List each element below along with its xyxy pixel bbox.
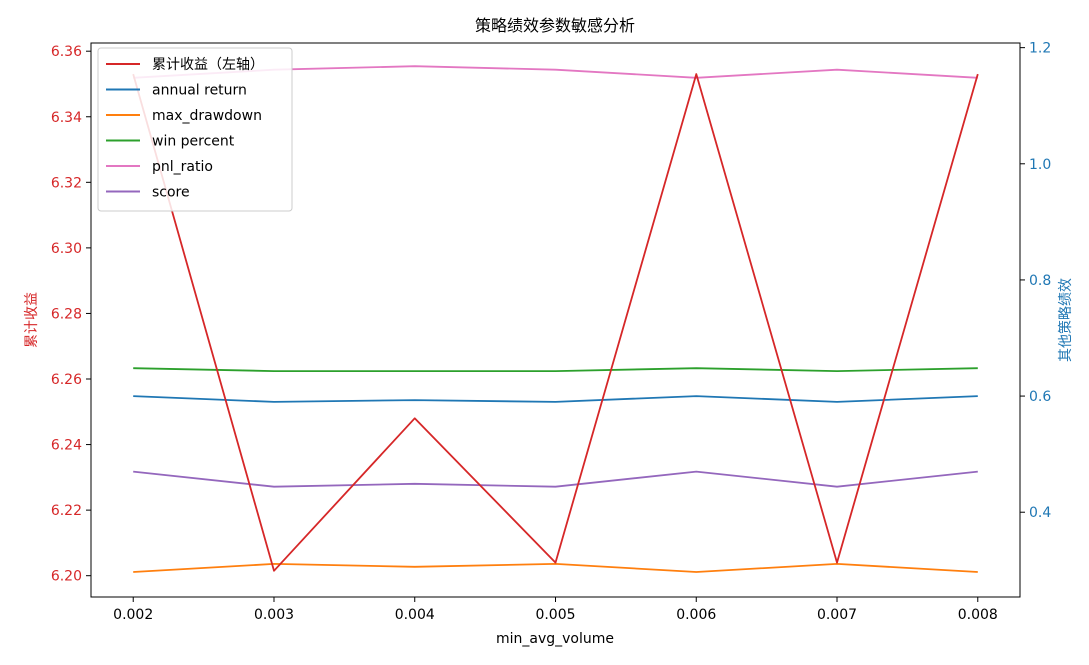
legend-label: 累计收益（左轴） — [152, 57, 264, 73]
x-tick-label: 0.007 — [817, 607, 857, 623]
left-tick-label: 6.34 — [51, 110, 82, 126]
x-tick-label: 0.006 — [676, 607, 716, 623]
series-line-win-percent — [133, 367, 978, 373]
x-tick-label: 0.004 — [395, 607, 435, 623]
x-tick-label: 0.005 — [535, 607, 575, 623]
x-tick-label: 0.002 — [113, 607, 153, 623]
legend-label: win percent — [152, 134, 235, 150]
legend-label: max_drawdown — [152, 108, 262, 124]
right-axis-label: 其他策略绩效 — [1057, 278, 1074, 362]
legend-label: annual return — [152, 83, 247, 99]
series-line-max-drawdown — [133, 563, 978, 573]
x-tick-label: 0.008 — [958, 607, 998, 623]
left-tick-label: 6.28 — [51, 306, 82, 322]
left-tick-label: 6.26 — [51, 372, 82, 388]
left-tick-label: 6.30 — [51, 241, 82, 257]
left-axis-label: 累计收益 — [24, 292, 40, 348]
x-axis-label: min_avg_volume — [496, 631, 614, 647]
right-tick-label: 1.2 — [1029, 41, 1051, 57]
right-tick-label: 0.4 — [1029, 505, 1051, 521]
right-tick-label: 0.6 — [1029, 389, 1051, 405]
series-line-cumulative-return — [132, 73, 979, 572]
right-tick-label: 1.0 — [1029, 157, 1051, 173]
legend-box — [97, 47, 293, 212]
legend-label: score — [152, 185, 190, 201]
legend-label: pnl_ratio — [152, 159, 213, 175]
left-tick-label: 6.36 — [51, 44, 82, 60]
series-line-annual-return — [133, 395, 978, 403]
series-line-score — [133, 470, 978, 488]
left-tick-label: 6.24 — [51, 438, 82, 454]
x-tick-label: 0.003 — [254, 607, 294, 623]
left-tick-label: 6.20 — [51, 569, 82, 585]
chart-title: 策略绩效参数敏感分析 — [475, 16, 635, 35]
left-tick-label: 6.22 — [51, 503, 82, 519]
left-tick-label: 6.32 — [51, 175, 82, 191]
right-tick-label: 0.8 — [1029, 273, 1051, 289]
